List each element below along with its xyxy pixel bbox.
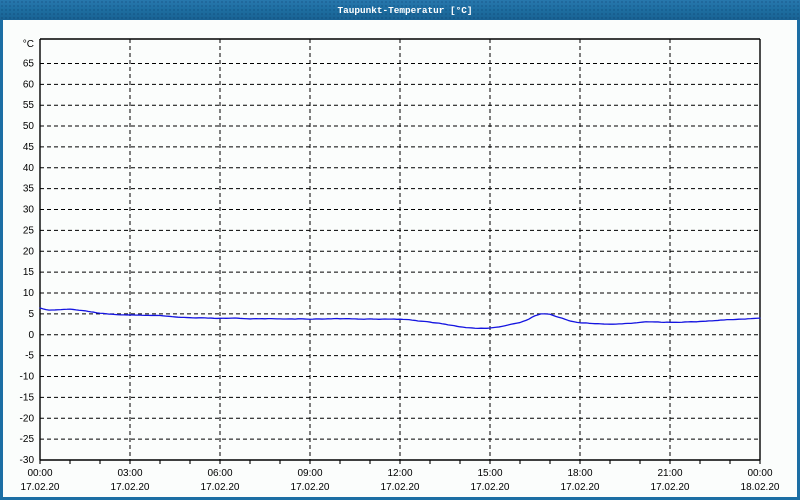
svg-text:25: 25 (23, 225, 35, 236)
svg-text:00:00: 00:00 (27, 468, 52, 479)
svg-text:17.02.20: 17.02.20 (21, 482, 60, 493)
svg-text:-20: -20 (20, 413, 35, 424)
svg-text:45: 45 (23, 142, 35, 153)
svg-text:5: 5 (28, 309, 34, 320)
svg-text:-15: -15 (20, 392, 35, 403)
svg-text:00:00: 00:00 (747, 468, 772, 479)
svg-text:60: 60 (23, 79, 35, 90)
svg-text:-5: -5 (25, 351, 34, 362)
svg-text:17.02.20: 17.02.20 (471, 482, 510, 493)
svg-text:21:00: 21:00 (657, 468, 682, 479)
svg-text:17.02.20: 17.02.20 (111, 482, 150, 493)
svg-text:40: 40 (23, 163, 35, 174)
svg-text:18.02.20: 18.02.20 (741, 482, 780, 493)
svg-text:17.02.20: 17.02.20 (201, 482, 240, 493)
svg-text:35: 35 (23, 184, 35, 195)
svg-text:12:00: 12:00 (387, 468, 412, 479)
svg-text:20: 20 (23, 246, 35, 257)
svg-text:-10: -10 (20, 372, 35, 383)
svg-text:-25: -25 (20, 434, 35, 445)
svg-text:0: 0 (28, 330, 34, 341)
svg-text:15:00: 15:00 (477, 468, 502, 479)
svg-text:50: 50 (23, 121, 35, 132)
svg-text:17.02.20: 17.02.20 (291, 482, 330, 493)
svg-text:06:00: 06:00 (207, 468, 232, 479)
svg-text:09:00: 09:00 (297, 468, 322, 479)
svg-text:17.02.20: 17.02.20 (561, 482, 600, 493)
svg-text:10: 10 (23, 288, 35, 299)
svg-text:30: 30 (23, 205, 35, 216)
svg-text:°C: °C (23, 39, 34, 50)
svg-text:65: 65 (23, 58, 35, 69)
svg-text:-30: -30 (20, 455, 35, 466)
svg-text:55: 55 (23, 100, 35, 111)
svg-text:17.02.20: 17.02.20 (381, 482, 420, 493)
svg-text:18:00: 18:00 (567, 468, 592, 479)
svg-text:15: 15 (23, 267, 35, 278)
svg-text:03:00: 03:00 (117, 468, 142, 479)
svg-text:17.02.20: 17.02.20 (651, 482, 690, 493)
